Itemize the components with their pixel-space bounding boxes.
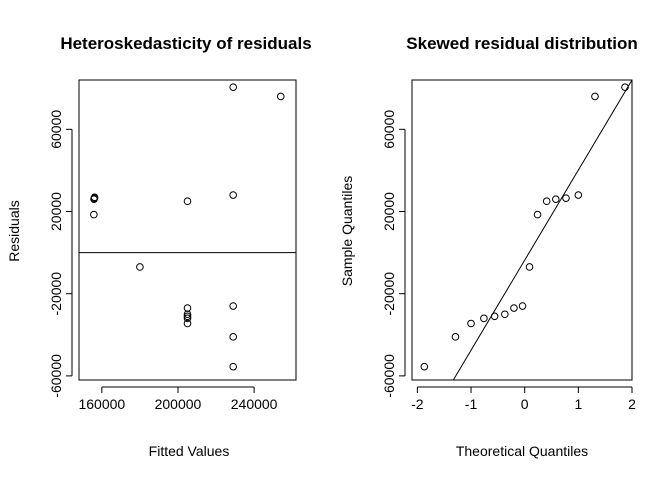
x-tick-label: 200000 bbox=[155, 396, 202, 412]
chart-title: Heteroskedasticity of residuals bbox=[60, 34, 311, 53]
y-axis-label: Residuals bbox=[6, 200, 22, 261]
data-point bbox=[490, 312, 499, 321]
data-point bbox=[183, 314, 192, 323]
data-point bbox=[229, 191, 237, 199]
data-point bbox=[90, 210, 98, 219]
x-tick-label: 0 bbox=[521, 396, 529, 412]
data-point bbox=[542, 197, 551, 206]
y-tick-label: 20000 bbox=[48, 192, 64, 231]
data-point bbox=[518, 302, 527, 310]
data-point bbox=[229, 83, 237, 91]
data-point bbox=[510, 304, 518, 312]
data-point bbox=[420, 362, 429, 371]
data-point bbox=[525, 263, 534, 271]
x-axis-label: Fitted Values bbox=[149, 443, 230, 459]
x-tick-label: 160000 bbox=[78, 396, 125, 412]
x-axis-label: Theoretical Quantiles bbox=[456, 443, 588, 459]
data-point bbox=[467, 319, 475, 328]
data-point bbox=[552, 195, 560, 203]
y-tick-label: -20000 bbox=[381, 272, 397, 316]
data-point bbox=[621, 83, 629, 91]
qq-reference-line bbox=[452, 79, 633, 381]
y-tick-label: -60000 bbox=[381, 354, 397, 398]
x-tick-label: 2 bbox=[628, 396, 636, 412]
x-tick-label: -1 bbox=[465, 396, 478, 412]
data-point bbox=[183, 319, 192, 328]
data-point bbox=[501, 310, 509, 319]
data-point bbox=[480, 314, 488, 323]
data-point bbox=[183, 197, 192, 206]
x-tick-label: 1 bbox=[574, 396, 582, 412]
chart-title: Skewed residual distribution bbox=[406, 34, 637, 53]
data-point bbox=[533, 210, 542, 219]
x-tick-label: 240000 bbox=[231, 396, 278, 412]
data-point bbox=[276, 92, 285, 101]
data-point bbox=[183, 310, 192, 319]
qq-plot-panel: Skewed residual distribution Theoretical… bbox=[339, 34, 638, 459]
y-axis-label: Sample Quantiles bbox=[339, 176, 355, 287]
data-point bbox=[229, 333, 237, 341]
residuals-vs-fitted-panel: Heteroskedasticity of residuals Fitted V… bbox=[6, 34, 312, 459]
data-point bbox=[90, 195, 98, 203]
plot-frame bbox=[78, 79, 297, 381]
y-tick-label: -60000 bbox=[48, 354, 64, 398]
data-point bbox=[229, 362, 237, 371]
data-point bbox=[229, 302, 237, 310]
x-tick-label: -2 bbox=[411, 396, 424, 412]
y-tick-label: 20000 bbox=[381, 192, 397, 231]
data-point bbox=[451, 333, 460, 341]
data-point bbox=[183, 304, 192, 312]
data-point bbox=[136, 263, 144, 271]
data-point bbox=[562, 194, 570, 202]
y-tick-label: 60000 bbox=[381, 110, 397, 149]
data-point bbox=[574, 191, 583, 199]
plot-frame bbox=[411, 79, 633, 381]
data-point bbox=[183, 312, 192, 321]
data-point bbox=[591, 92, 599, 101]
y-tick-label: 60000 bbox=[48, 110, 64, 149]
y-tick-label: -20000 bbox=[48, 272, 64, 316]
